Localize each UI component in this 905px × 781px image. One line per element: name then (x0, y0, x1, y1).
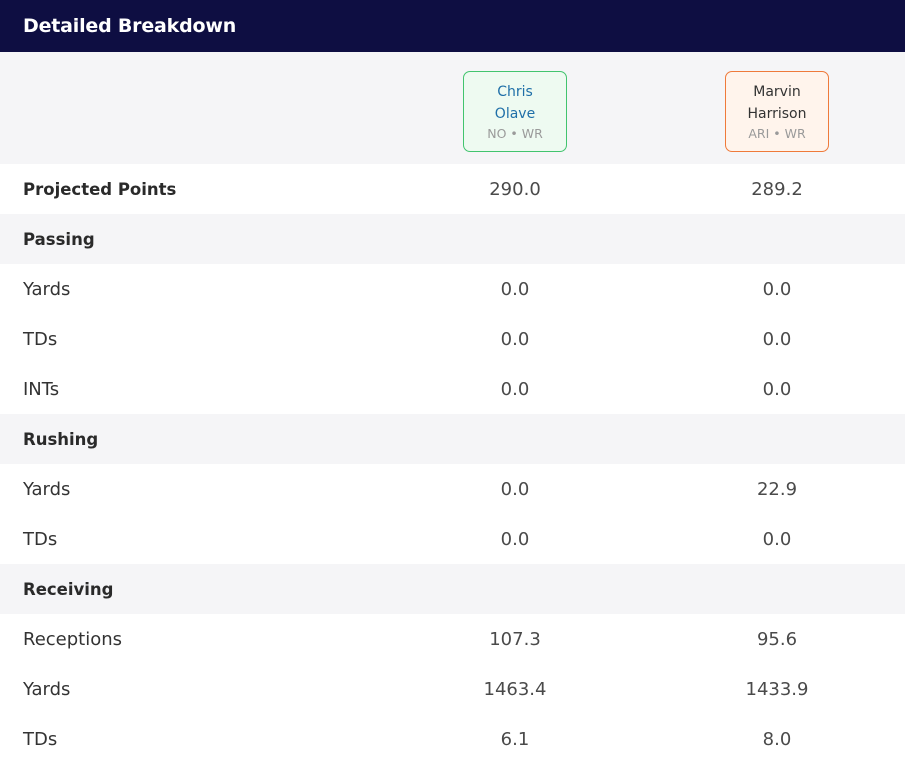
stat-row: Yards 0.0 0.0 (0, 264, 905, 314)
stat-row: Projected Points 290.0 289.2 (0, 164, 905, 214)
section-label: Passing (23, 229, 95, 249)
stat-value-player-1: 0.0 (500, 328, 530, 350)
player-first-name: Marvin (753, 84, 801, 100)
stat-value-player-1: 290.0 (489, 178, 541, 200)
player-last-name: Olave (494, 106, 536, 122)
stat-value-player-1: 6.1 (500, 728, 530, 750)
stat-value-player-2: 0.0 (762, 378, 792, 400)
stat-row: TDs 0.0 0.0 (0, 514, 905, 564)
stat-label: Yards (23, 478, 71, 500)
panel-header: Detailed Breakdown (0, 0, 905, 52)
player-header-row: Chris Olave NO • WR Marvin Harrison ARI … (0, 52, 905, 164)
stat-value-player-1: 0.0 (500, 378, 530, 400)
stat-value-player-1: 0.0 (500, 278, 530, 300)
stat-label: Projected Points (23, 179, 177, 199)
panel-title: Detailed Breakdown (23, 15, 237, 37)
player-card-marvin-harrison[interactable]: Marvin Harrison ARI • WR (725, 71, 829, 152)
player-last-name: Harrison (747, 106, 807, 122)
player-team-position: ARI • WR (748, 126, 806, 141)
stat-value-player-2: 0.0 (762, 528, 792, 550)
stat-value-player-2: 1433.9 (745, 678, 809, 700)
stat-value-player-2: 289.2 (751, 178, 803, 200)
stat-value-player-1: 0.0 (500, 528, 530, 550)
player-first-name: Chris (497, 84, 533, 100)
section-header-row: Rushing (0, 414, 905, 464)
stat-label: TDs (23, 728, 58, 750)
stat-label: TDs (23, 328, 58, 350)
stat-label: Yards (23, 678, 71, 700)
stat-value-player-2: 95.6 (756, 628, 798, 650)
player-team-position: NO • WR (487, 126, 543, 141)
player-card-chris-olave[interactable]: Chris Olave NO • WR (463, 71, 567, 152)
stat-label: Yards (23, 278, 71, 300)
stat-value-player-1: 107.3 (489, 628, 541, 650)
stat-value-player-2: 22.9 (756, 478, 798, 500)
stat-row: Yards 0.0 22.9 (0, 464, 905, 514)
stats-table: Projected Points 290.0 289.2 Passing Yards 0.… (0, 164, 905, 764)
section-label: Rushing (23, 429, 99, 449)
stat-value-player-2: 0.0 (762, 278, 792, 300)
stat-row: TDs 6.1 8.0 (0, 714, 905, 764)
stat-value-player-1: 0.0 (500, 478, 530, 500)
stat-value-player-2: 0.0 (762, 328, 792, 350)
stat-label: INTs (23, 378, 60, 400)
stat-value-player-1: 1463.4 (483, 678, 547, 700)
stat-row: INTs 0.0 0.0 (0, 364, 905, 414)
section-label: Receiving (23, 579, 114, 599)
stat-row: TDs 0.0 0.0 (0, 314, 905, 364)
section-header-row: Passing (0, 214, 905, 264)
stat-value-player-2: 8.0 (762, 728, 792, 750)
stat-label: TDs (23, 528, 58, 550)
section-header-row: Receiving (0, 564, 905, 614)
stat-row: Receptions 107.3 95.6 (0, 614, 905, 664)
stat-row: Yards 1463.4 1433.9 (0, 664, 905, 714)
stat-label: Receptions (23, 628, 123, 650)
